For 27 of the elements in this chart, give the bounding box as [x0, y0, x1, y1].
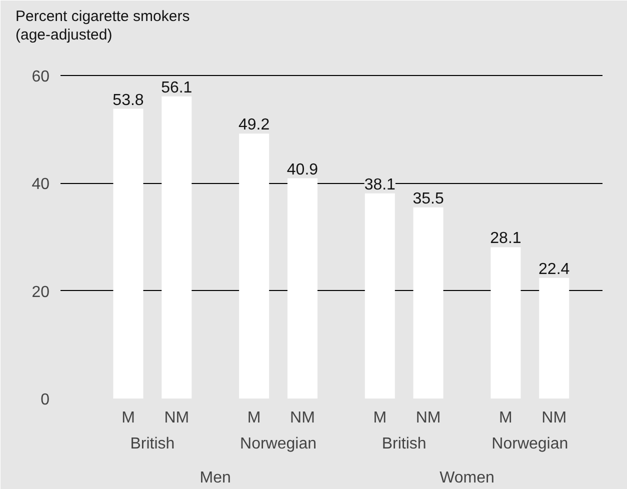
x-tick-label: M: [247, 410, 261, 426]
data-label: 56.1: [161, 79, 192, 96]
y-axis-title: Percent cigarette smokers (age-adjusted): [16, 8, 190, 44]
text: Norwegian: [492, 436, 568, 452]
data-label: 35.5: [412, 190, 444, 208]
x-tick-label: NM: [416, 410, 441, 426]
x-tick-label: NM: [542, 410, 567, 426]
x-tick-label: NM: [290, 410, 315, 426]
x-tick-label: M: [122, 410, 135, 426]
y-tick-label: 60: [32, 68, 50, 86]
data-label: 49.2: [238, 116, 270, 134]
text: Women: [440, 470, 494, 486]
data-label: 22.4: [538, 260, 570, 278]
text: Norwegian: [240, 436, 317, 452]
data-label: 28.1: [490, 230, 522, 248]
y-tick-label: 0: [40, 392, 50, 408]
data-label: 53.8: [112, 92, 144, 109]
text: British: [130, 436, 175, 452]
data-label: 38.1: [364, 176, 396, 194]
text: Men: [200, 470, 231, 486]
x-tick-label: M: [499, 410, 512, 426]
text: British: [382, 436, 426, 452]
x-tick-label: NM: [164, 410, 190, 426]
data-label: 40.9: [286, 161, 318, 178]
x-tick-label: M: [373, 410, 387, 426]
y-tick-label: 40: [32, 176, 50, 194]
y-tick-label: 20: [32, 284, 50, 301]
